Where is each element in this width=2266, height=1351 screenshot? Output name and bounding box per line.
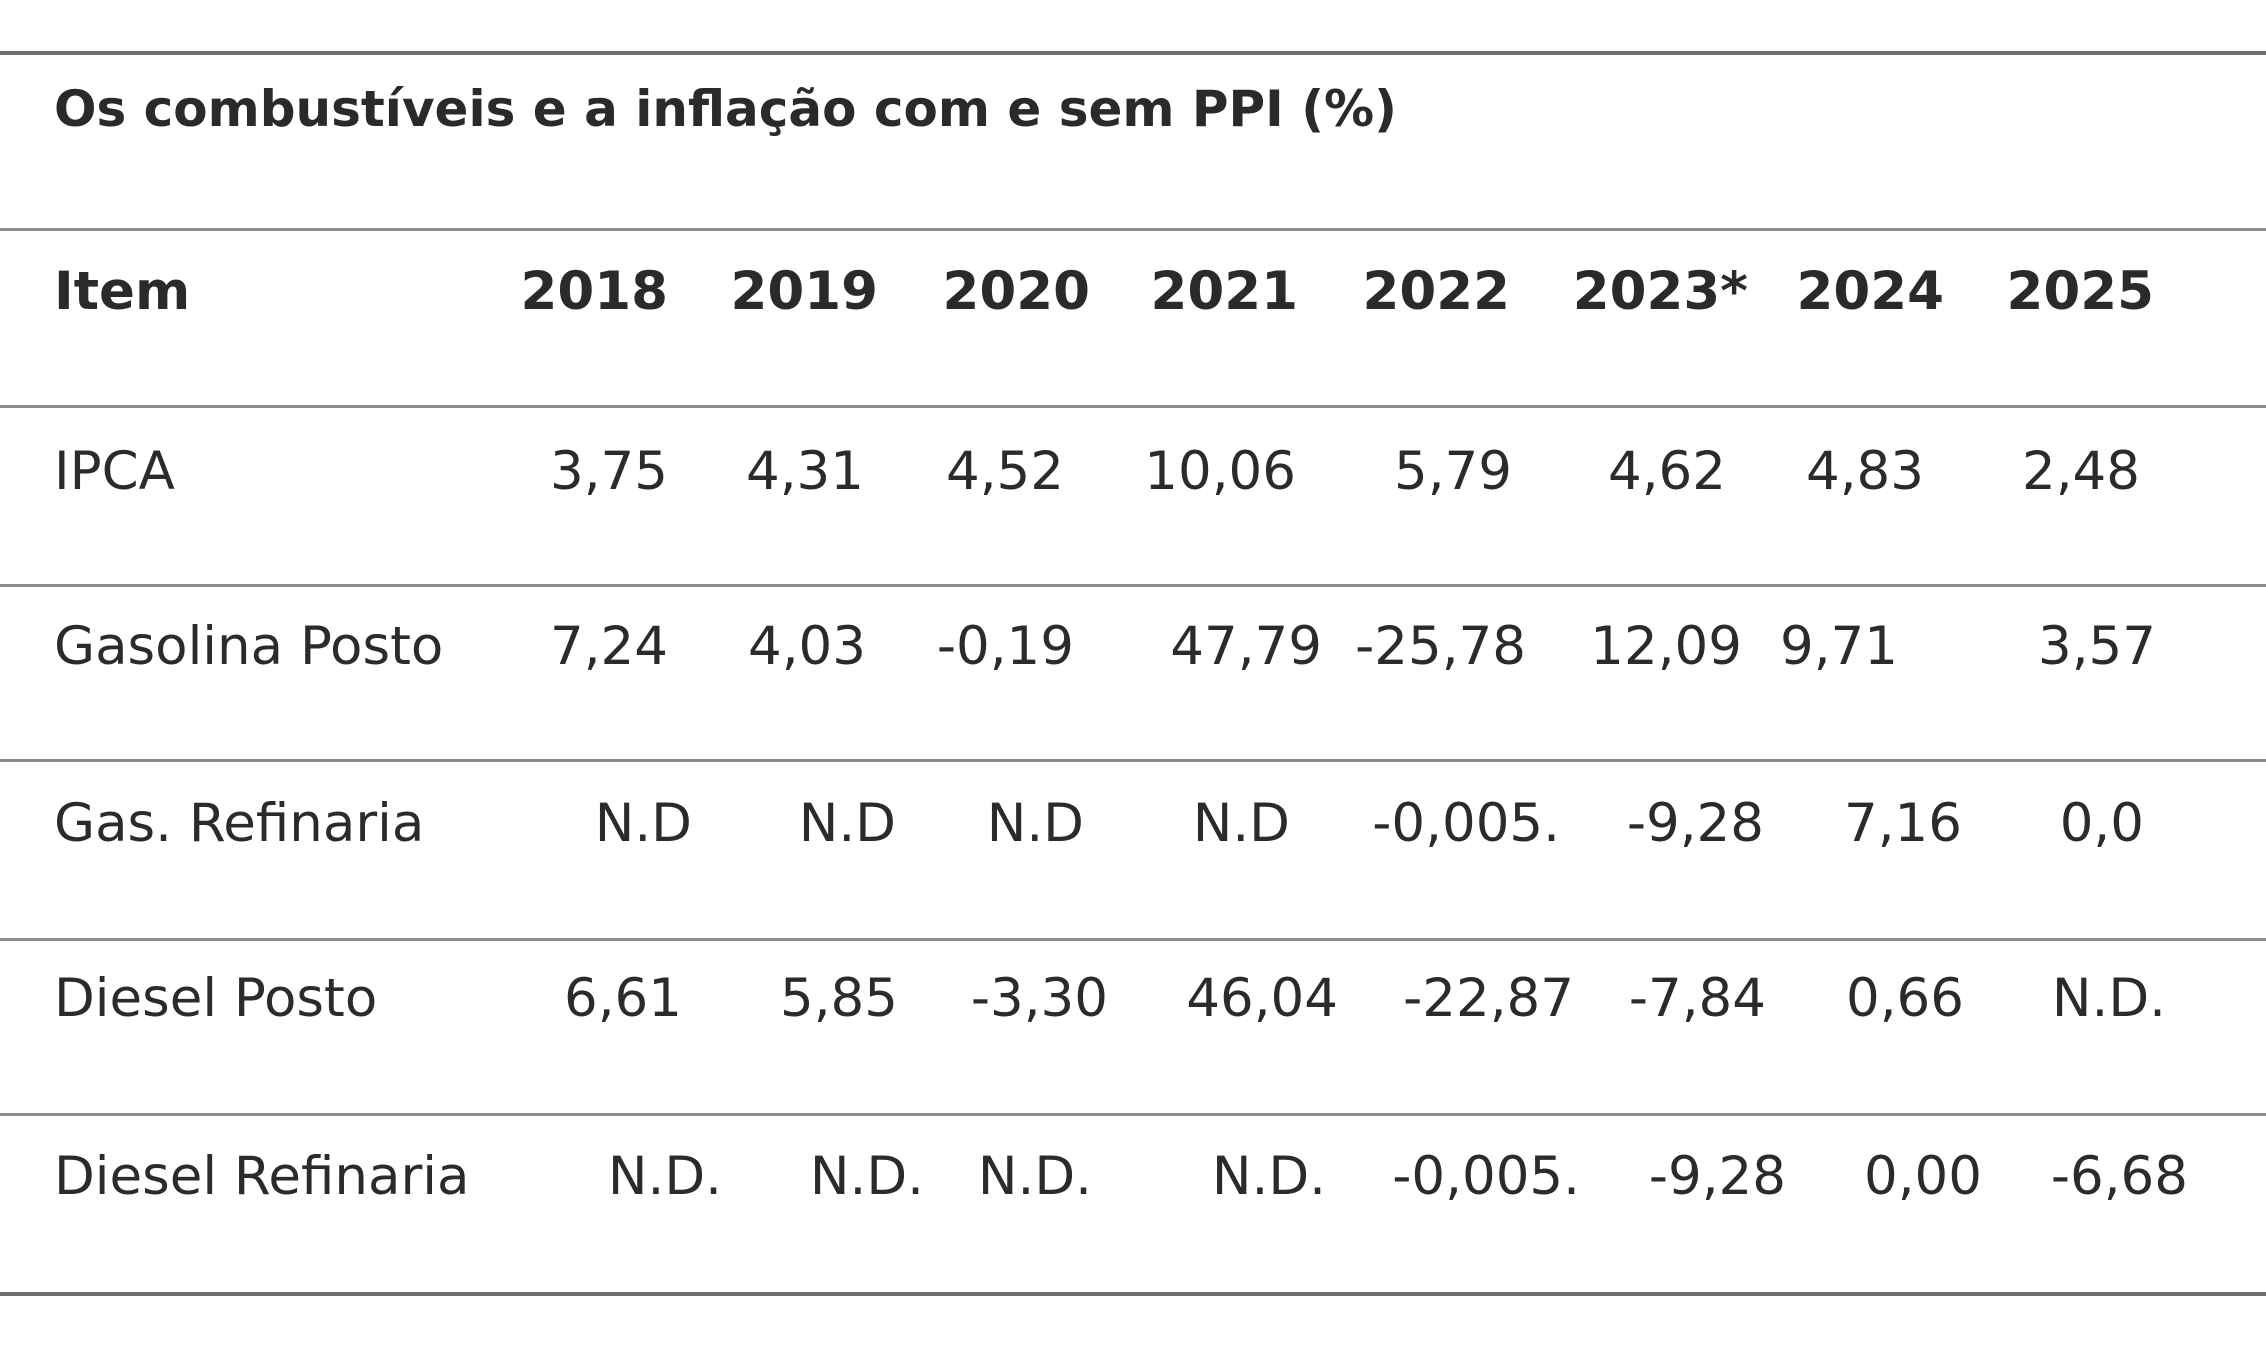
row-label: Gas. Refinaria: [54, 793, 425, 854]
row-label: Gasolina Posto: [54, 616, 444, 677]
table-cell: -9,28: [1626, 793, 1764, 854]
table-cell: -22,87: [1403, 968, 1574, 1029]
header-year: 2018: [520, 261, 668, 322]
header-year: 2025: [2006, 261, 2154, 322]
table-cell: -0,19: [936, 616, 1074, 677]
header-year: 2020: [942, 261, 1090, 322]
table-cell: N.D.: [809, 1146, 924, 1207]
table-cell: 0,66: [1845, 968, 1964, 1029]
table-cell: N.D.: [607, 1146, 722, 1207]
table-cell: -7,84: [1628, 968, 1766, 1029]
table-cell: 3,75: [549, 441, 668, 502]
table-cell: -0,005.: [1392, 1146, 1580, 1207]
table-cell: N.D.: [1211, 1146, 1326, 1207]
table-cell: 4,62: [1607, 441, 1726, 502]
table-cell: 3,57: [2037, 616, 2156, 677]
table-cell: 0,00: [1863, 1146, 1982, 1207]
table-cell: N.D: [594, 793, 692, 854]
table-cell: 9,71: [1779, 616, 1898, 677]
row-divider: [0, 584, 2266, 587]
table-cell: N.D.: [977, 1146, 1092, 1207]
table-cell: 47,79: [1170, 616, 1322, 677]
table-cell: 0,0: [2059, 793, 2144, 854]
table-cell: 4,31: [745, 441, 864, 502]
header-year: 2023*: [1572, 261, 1748, 322]
table-cell: -25,78: [1355, 616, 1526, 677]
table-cell: 4,03: [747, 616, 866, 677]
table-title: Os combustíveis e a inflação com e sem P…: [54, 80, 1397, 138]
table-cell: 46,04: [1186, 968, 1338, 1029]
table-cell: 4,83: [1805, 441, 1924, 502]
table-cell: 5,85: [779, 968, 898, 1029]
table-cell: 5,79: [1393, 441, 1512, 502]
table-cell: N.D.: [2051, 968, 2166, 1029]
table-top-border: [0, 51, 2266, 55]
table-cell: N.D: [1192, 793, 1290, 854]
table-cell: 10,06: [1144, 441, 1296, 502]
row-divider: [0, 1113, 2266, 1116]
row-divider: [0, 759, 2266, 762]
table-cell: 4,52: [945, 441, 1064, 502]
table-cell: 6,61: [563, 968, 682, 1029]
header-item: Item: [54, 261, 191, 322]
row-label: Diesel Posto: [54, 968, 378, 1029]
row-label: IPCA: [54, 441, 175, 502]
table-cell: -6,68: [2050, 1146, 2188, 1207]
table-cell: N.D: [798, 793, 896, 854]
table-cell: -0,005.: [1372, 793, 1560, 854]
table-cell: 12,09: [1590, 616, 1742, 677]
table-bottom-border: [0, 1292, 2266, 1296]
title-divider: [0, 228, 2266, 231]
table-cell: N.D: [986, 793, 1084, 854]
table-cell: -9,28: [1648, 1146, 1786, 1207]
table-cell: 2,48: [2021, 441, 2140, 502]
header-year: 2021: [1150, 261, 1298, 322]
header-divider: [0, 405, 2266, 408]
table-cell: -3,30: [970, 968, 1108, 1029]
table-cell: 7,24: [549, 616, 668, 677]
header-year: 2022: [1362, 261, 1510, 322]
table-cell: 7,16: [1843, 793, 1962, 854]
header-year: 2024: [1796, 261, 1944, 322]
row-divider: [0, 938, 2266, 941]
row-label: Diesel Refinaria: [54, 1146, 470, 1207]
header-year: 2019: [730, 261, 878, 322]
